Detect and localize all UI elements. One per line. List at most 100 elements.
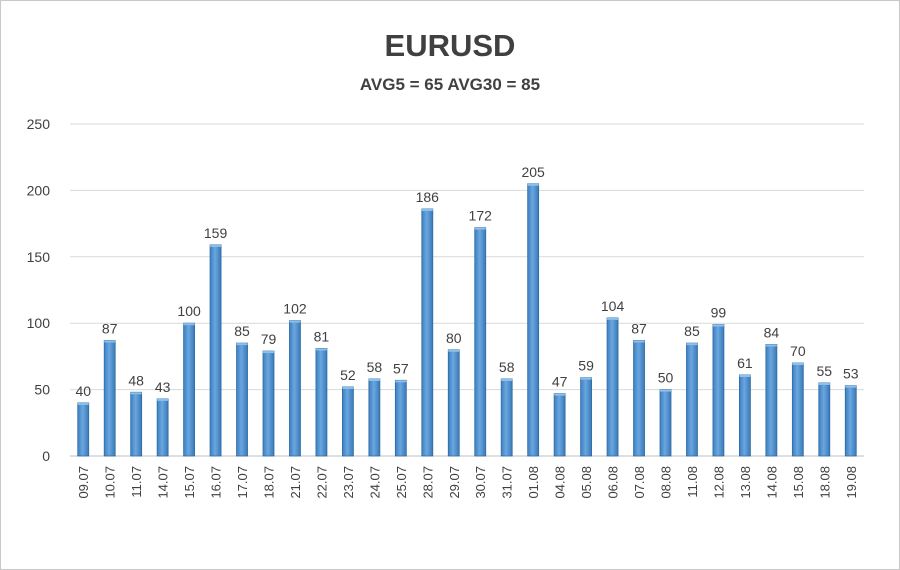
data-label: 57 [393, 360, 409, 376]
bar-cap [183, 323, 195, 326]
bars [77, 183, 857, 457]
data-label: 43 [155, 379, 171, 395]
data-labels: 40 87 48 43 100 159 85 79 102 81 52 58 57 186 80 172 58 2… [75, 164, 858, 399]
data-label: 84 [764, 324, 780, 340]
data-label: 172 [469, 208, 493, 224]
x-tick-label: 22.07 [314, 466, 329, 499]
data-label: 205 [521, 164, 545, 180]
x-tick-label: 13.08 [738, 466, 753, 499]
bar-cap [792, 363, 804, 366]
y-tick-label: 50 [34, 382, 50, 398]
bar [765, 344, 778, 457]
bar-cap [660, 389, 671, 392]
bar [553, 393, 566, 457]
bar [659, 389, 672, 457]
data-label: 58 [367, 359, 383, 375]
bar [712, 324, 725, 457]
bar [289, 320, 301, 457]
bar [421, 208, 434, 457]
y-tick-label: 0 [42, 448, 50, 464]
bar [77, 402, 90, 457]
x-tick-label: 12.08 [711, 466, 726, 499]
bar-cap [263, 351, 274, 354]
bar-cap [554, 393, 566, 396]
bar-cap [395, 380, 407, 383]
x-tick-label: 25.07 [394, 466, 409, 499]
data-label: 61 [737, 355, 753, 371]
x-tick-label: 07.08 [632, 466, 647, 499]
bar [818, 382, 831, 457]
bar [368, 378, 381, 457]
bar [130, 391, 143, 457]
data-label: 40 [75, 383, 91, 399]
data-label: 87 [102, 320, 118, 336]
bar [686, 342, 698, 457]
bar [844, 385, 857, 457]
bar-cap [818, 382, 830, 385]
x-tick-label: 24.07 [367, 466, 382, 499]
bar-cap [368, 378, 380, 381]
data-label: 102 [283, 301, 307, 317]
data-label: 58 [499, 359, 515, 375]
x-tick-label: 09.07 [76, 466, 91, 499]
bar [394, 379, 407, 457]
bar-cap [342, 386, 354, 389]
x-tick-label: 06.08 [606, 466, 621, 499]
bar [315, 348, 328, 457]
data-label: 53 [843, 366, 859, 382]
chart-title: EURUSD [384, 28, 516, 63]
x-tick-label: 31.07 [500, 466, 515, 499]
x-tick-label: 28.07 [420, 466, 435, 499]
bar [791, 362, 804, 457]
bar [633, 340, 645, 457]
bar-cap [580, 377, 592, 380]
bar-cap [421, 208, 433, 211]
bar-cap [236, 343, 248, 346]
bar [262, 350, 275, 457]
bar [341, 386, 354, 457]
bar-cap [157, 398, 169, 401]
bar-cap [607, 317, 619, 320]
data-label: 85 [234, 323, 250, 339]
data-label: 55 [817, 363, 833, 379]
bar-cap [104, 340, 116, 343]
chart-subtitle: AVG5 = 65 AVG30 = 85 [359, 75, 541, 94]
data-label: 81 [314, 328, 330, 344]
data-label: 87 [631, 320, 647, 336]
bar-cap [315, 348, 327, 351]
bar-cap [210, 244, 222, 247]
bar-cap [501, 378, 513, 381]
y-tick-label: 150 [27, 249, 51, 265]
bar-cap [633, 340, 645, 343]
bar-cap [77, 402, 89, 405]
x-tick-label: 15.08 [791, 466, 806, 499]
x-tick-label: 11.07 [129, 466, 144, 498]
bar [183, 322, 196, 457]
data-label: 104 [601, 298, 625, 314]
bar [103, 340, 116, 457]
bar-cap [289, 320, 301, 323]
data-label: 47 [552, 374, 568, 390]
bar-cap [765, 344, 777, 347]
data-label: 59 [578, 358, 594, 374]
data-label: 70 [790, 343, 806, 359]
gridlines [70, 123, 864, 457]
data-label: 80 [446, 330, 462, 346]
x-tick-label: 10.07 [103, 466, 118, 499]
data-label: 159 [204, 225, 228, 241]
bar-cap [739, 374, 751, 377]
bar-cap [527, 183, 539, 186]
x-tick-label: 30.07 [473, 466, 488, 499]
x-tick-label: 23.07 [341, 466, 356, 499]
bar-cap [130, 392, 142, 395]
data-label: 99 [711, 305, 727, 321]
data-label: 85 [684, 323, 700, 339]
x-tick-label: 17.07 [235, 466, 250, 499]
x-tick-label: 08.08 [659, 466, 674, 499]
x-tick-label: 01.08 [526, 466, 541, 499]
bar [500, 378, 513, 457]
bar [527, 183, 540, 457]
bar [739, 374, 751, 457]
